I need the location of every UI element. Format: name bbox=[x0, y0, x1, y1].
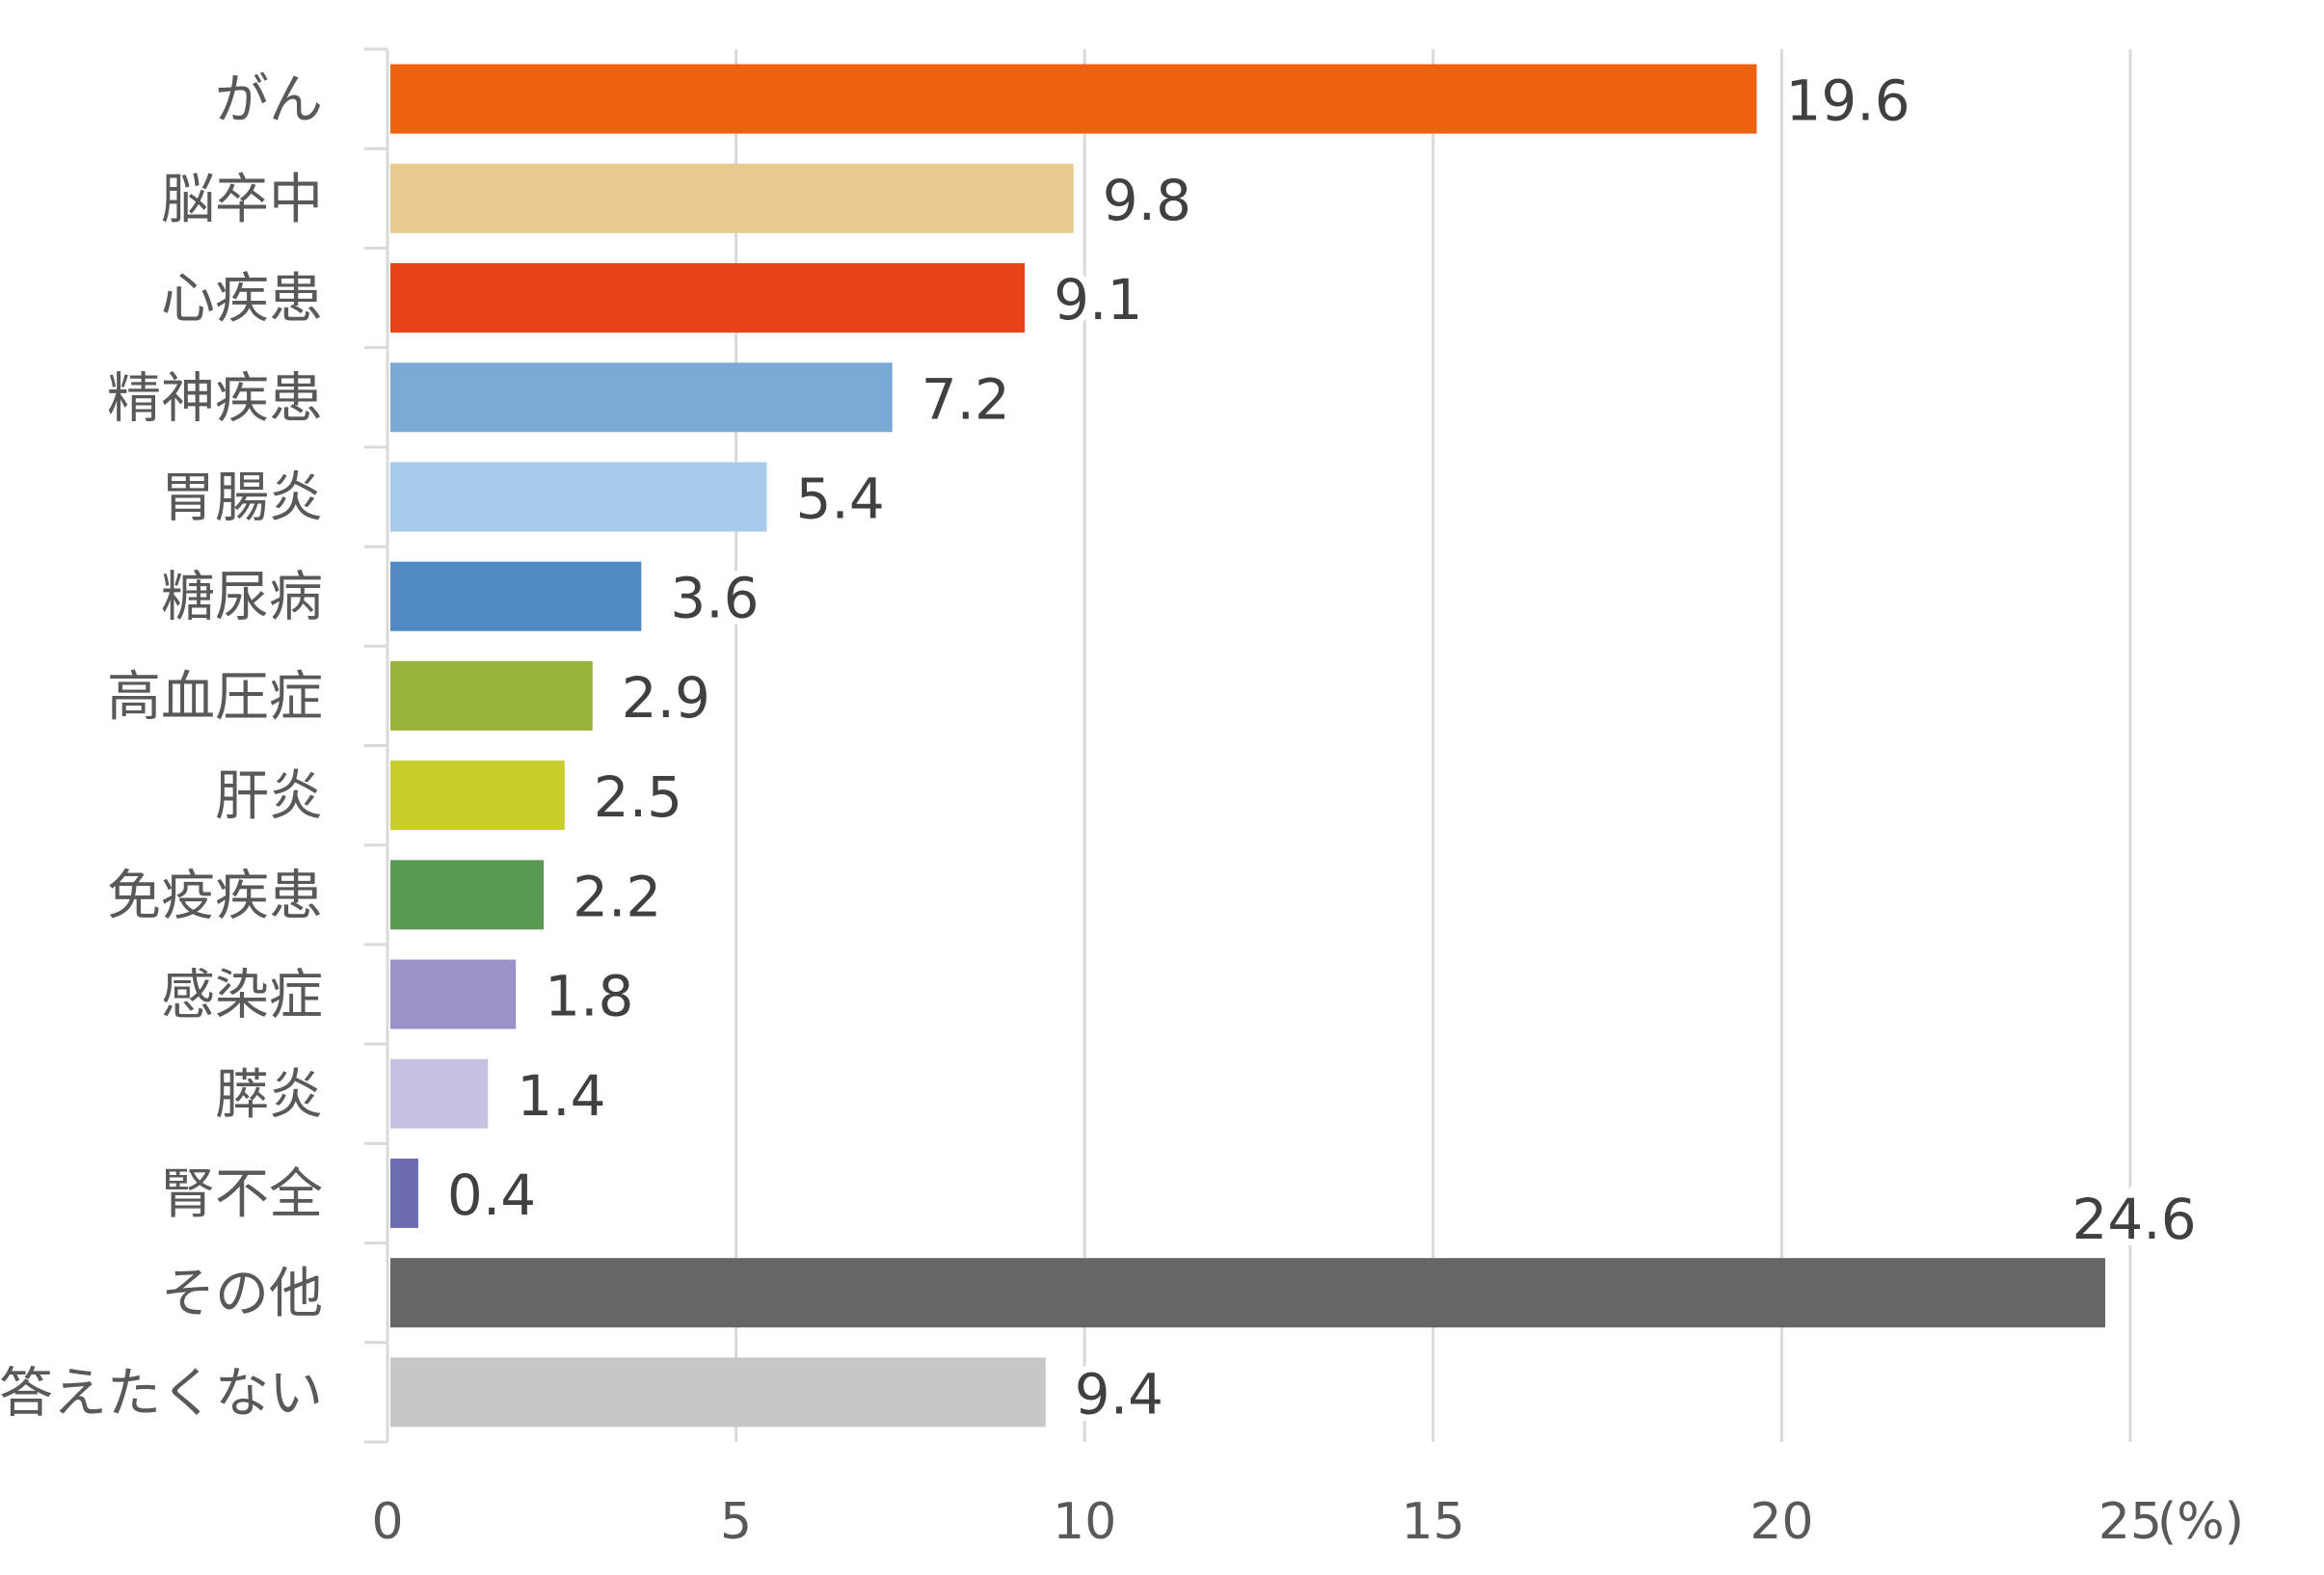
bar bbox=[390, 163, 1074, 233]
x-tick-label: 0 bbox=[371, 1493, 403, 1551]
data-label: 9.8 bbox=[1103, 168, 1191, 233]
category-label: 膵炎 bbox=[215, 1064, 323, 1127]
bar bbox=[390, 362, 893, 433]
data-label: 3.6 bbox=[670, 566, 759, 631]
bar bbox=[390, 1058, 489, 1129]
x-tick-label: 10 bbox=[1053, 1493, 1116, 1551]
x-tick-label: 15 bbox=[1402, 1493, 1465, 1551]
data-label: 1.4 bbox=[517, 1063, 605, 1129]
category-label: 精神疾患 bbox=[107, 367, 323, 430]
bar bbox=[390, 561, 642, 631]
data-label: 19.6 bbox=[1785, 68, 1910, 134]
bar bbox=[390, 1158, 418, 1228]
data-label: 0.4 bbox=[447, 1162, 536, 1228]
category-label: 肝炎 bbox=[215, 765, 323, 828]
category-label: がん bbox=[215, 69, 323, 132]
data-label: 9.1 bbox=[1054, 267, 1142, 333]
bar bbox=[390, 959, 517, 1029]
data-label: 2.9 bbox=[622, 665, 710, 731]
category-label: 答えたくない bbox=[0, 1362, 323, 1425]
bar bbox=[390, 462, 767, 532]
category-label: 免疫疾患 bbox=[107, 865, 323, 927]
category-label: その他 bbox=[161, 1263, 323, 1325]
x-unit-label: (%) bbox=[2157, 1493, 2244, 1551]
data-label: 2.5 bbox=[594, 764, 682, 830]
x-tick-label: 20 bbox=[1750, 1493, 1813, 1551]
x-tick-label: 25 bbox=[2098, 1493, 2162, 1551]
data-label: 7.2 bbox=[922, 366, 1010, 432]
category-label: 心疾患 bbox=[161, 268, 323, 331]
bar bbox=[390, 1258, 2106, 1328]
category-label: 感染症 bbox=[161, 965, 323, 1028]
category-label: 脳卒中 bbox=[161, 169, 323, 231]
bar bbox=[390, 660, 593, 731]
x-tick-label: 5 bbox=[720, 1493, 752, 1551]
category-label: 糖尿病 bbox=[161, 567, 323, 629]
bar bbox=[390, 263, 1026, 334]
data-label: 2.2 bbox=[573, 864, 661, 929]
category-label: 胃腸炎 bbox=[161, 467, 323, 529]
data-label: 5.4 bbox=[796, 466, 885, 531]
data-label: 1.8 bbox=[545, 964, 633, 1029]
data-label: 24.6 bbox=[2072, 1187, 2197, 1252]
bar bbox=[390, 860, 545, 930]
category-label: 高血圧症 bbox=[107, 666, 323, 729]
bar bbox=[390, 761, 565, 831]
bar bbox=[390, 64, 1757, 134]
bar bbox=[390, 1357, 1046, 1428]
data-label: 9.4 bbox=[1075, 1361, 1163, 1427]
category-label: 腎不全 bbox=[161, 1163, 323, 1226]
